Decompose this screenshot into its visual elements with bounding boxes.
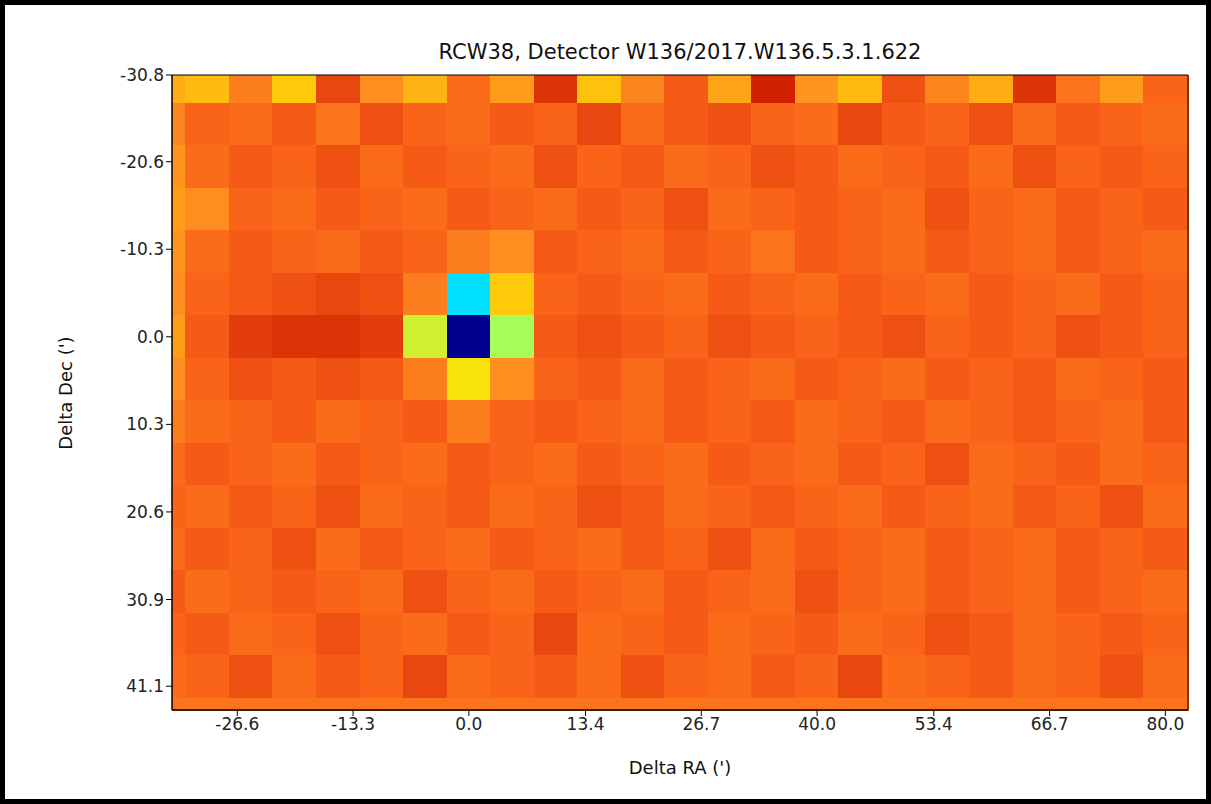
svg-text:66.7: 66.7 bbox=[1031, 714, 1069, 734]
svg-text:30.9: 30.9 bbox=[126, 590, 164, 610]
svg-text:80.0: 80.0 bbox=[1146, 714, 1184, 734]
svg-text:-13.3: -13.3 bbox=[331, 714, 375, 734]
html-text:Delta Dec ('): Delta Dec (') bbox=[54, 336, 76, 450]
svg-text:-20.6: -20.6 bbox=[120, 152, 164, 172]
html-text:RCW38, Detector W136/2017.W136: RCW38, Detector W136/2017.W136.5.3.1.622 bbox=[438, 40, 922, 64]
svg-text:-26.6: -26.6 bbox=[215, 714, 259, 734]
svg-text:0.0: 0.0 bbox=[137, 327, 164, 347]
svg-text:53.4: 53.4 bbox=[915, 714, 953, 734]
svg-text:-10.3: -10.3 bbox=[120, 239, 164, 259]
svg-text:20.6: 20.6 bbox=[126, 502, 164, 522]
svg-text:-30.8: -30.8 bbox=[120, 65, 164, 85]
html-text:Delta RA ('): Delta RA (') bbox=[628, 757, 732, 778]
svg-text:26.7: 26.7 bbox=[682, 714, 720, 734]
svg-text:40.0: 40.0 bbox=[798, 714, 836, 734]
svg-text:41.1: 41.1 bbox=[126, 676, 164, 696]
svg-text:10.3: 10.3 bbox=[126, 414, 164, 434]
svg-text:0.0: 0.0 bbox=[455, 714, 482, 734]
svg-text:13.4: 13.4 bbox=[567, 714, 605, 734]
